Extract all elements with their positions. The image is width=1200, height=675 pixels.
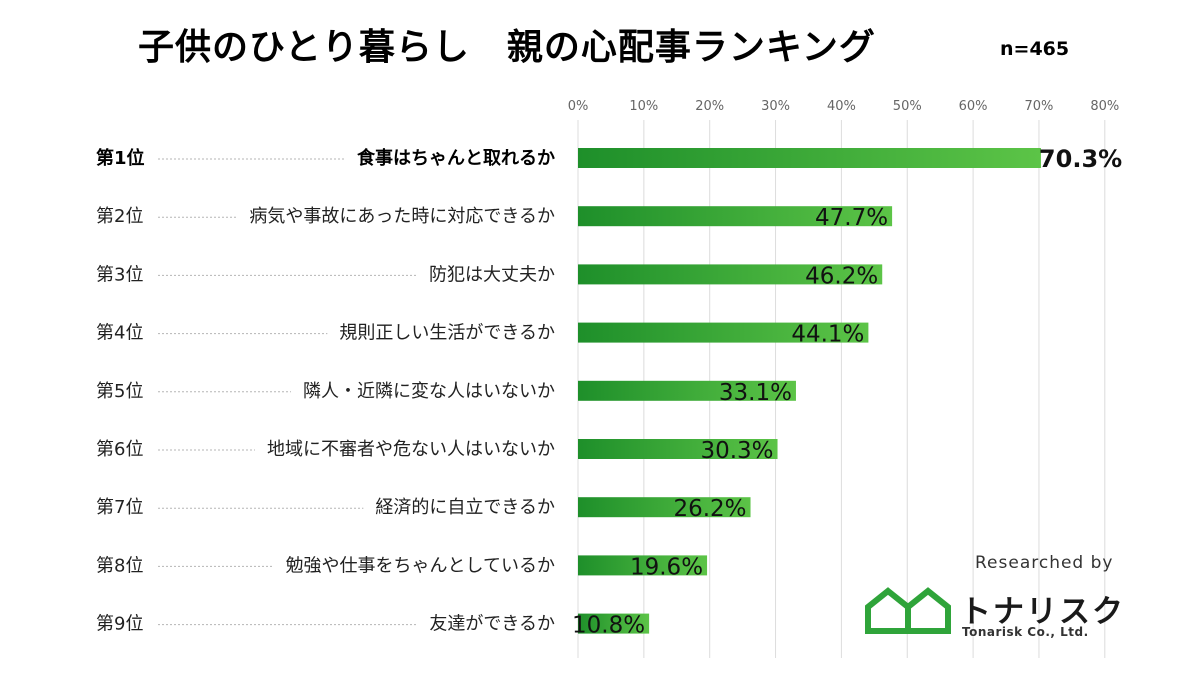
logo-subtitle: Tonarisk Co., Ltd. [962,625,1089,639]
value-label: 47.7% [815,205,888,231]
category-label: 勉強や仕事をちゃんとしているか [286,555,555,576]
x-tick-label: 50% [893,99,922,114]
value-label: 44.1% [791,322,864,348]
x-tick-label: 80% [1090,99,1119,114]
value-label: 46.2% [805,263,878,289]
rank-label: 第4位 [96,323,143,344]
x-tick-label: 0% [568,99,589,114]
bar-row: 第6位 地域に不審者や危ない人はいないか 30.3% [96,438,778,464]
bar-rows: 第1位 食事はちゃんと取れるか 70.3% 第2位 病気や事故にあった時に対応できるか 4… [96,145,1122,639]
rank-label: 第5位 [96,381,143,402]
value-label: 10.8% [572,613,645,639]
x-tick-label: 60% [959,99,988,114]
category-label: 地域に不審者や危ない人はいないか [267,439,555,460]
category-label: 病気や事故にあった時に対応できるか [249,206,555,227]
bar-row: 第4位 規則正しい生活ができるか 44.1% [96,322,869,348]
category-label: 防犯は大丈夫か [429,264,555,285]
bar [578,555,708,576]
bar [578,206,893,227]
credit-text: Researched by [975,553,1114,573]
rank-label: 第2位 [96,206,143,227]
bar-row: 第9位 友達ができるか 10.8% [96,613,650,639]
bar [578,148,1041,168]
bar [578,439,778,459]
sample-size: n=465 [1000,38,1070,60]
logo-name: トナリスク [960,594,1125,630]
x-tick-label: 30% [761,99,790,114]
rank-label: 第7位 [96,497,143,518]
value-label: 26.2% [673,496,746,522]
category-label: 経済的に自立できるか [375,497,555,518]
bar [578,322,869,343]
value-label: 33.1% [719,380,792,406]
category-label: 規則正しい生活ができるか [339,323,555,344]
bar-row: 第5位 隣人・近隣に変な人はいないか 33.1% [96,380,796,406]
category-label: 友達ができるか [429,614,555,635]
rank-label: 第1位 [96,147,145,169]
rank-label: 第6位 [96,439,143,460]
rank-label: 第9位 [96,614,143,635]
bar-row: 第8位 勉強や仕事をちゃんとしているか 19.6% [96,554,708,580]
category-label: 隣人・近隣に変な人はいないか [303,381,555,402]
chart-title: 子供のひとり暮らし 親の心配事ランキング [138,27,876,68]
bar-row: 第2位 病気や事故にあった時に対応できるか 47.7% [96,205,893,231]
x-tick-label: 20% [695,99,724,114]
x-tick-label: 10% [629,99,658,114]
bar-row: 第7位 経済的に自立できるか 26.2% [96,496,751,522]
value-label: 70.3% [1039,145,1122,173]
x-tick-label: 40% [827,99,856,114]
x-axis-ticks: 0% 10% 20% 30% 40% 50% 60% 70% 80% [568,99,1120,114]
rank-label: 第8位 [96,555,143,576]
bar [578,613,650,634]
bar [578,264,883,285]
house-outline-icon [865,587,951,634]
value-label: 19.6% [630,554,703,580]
bar-row: 第3位 防犯は大丈夫か 46.2% [96,263,883,289]
category-label: 食事はちゃんと取れるか [356,147,555,169]
bar [578,497,751,518]
bar [578,380,796,401]
x-tick-label: 70% [1024,99,1053,114]
rank-label: 第3位 [96,264,143,285]
bar-row: 第1位 食事はちゃんと取れるか 70.3% [96,145,1122,173]
value-label: 30.3% [700,438,773,464]
